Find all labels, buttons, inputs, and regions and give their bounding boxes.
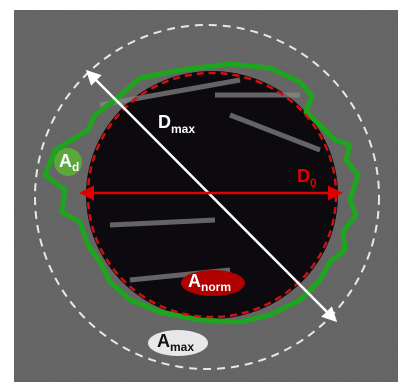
label-main: D <box>158 112 171 132</box>
label-main: D <box>297 166 310 186</box>
label-sub: norm <box>201 280 231 294</box>
label-main: A <box>157 331 170 351</box>
label-sub: d <box>72 160 79 174</box>
label-sub: max <box>170 340 194 354</box>
label-main: A <box>59 151 72 171</box>
label-sub: max <box>171 122 195 136</box>
label-sub: 0 <box>310 176 317 190</box>
label-main: A <box>188 271 201 291</box>
annotated-image: Dmax D0 Ad Anorm Amax <box>0 0 410 385</box>
